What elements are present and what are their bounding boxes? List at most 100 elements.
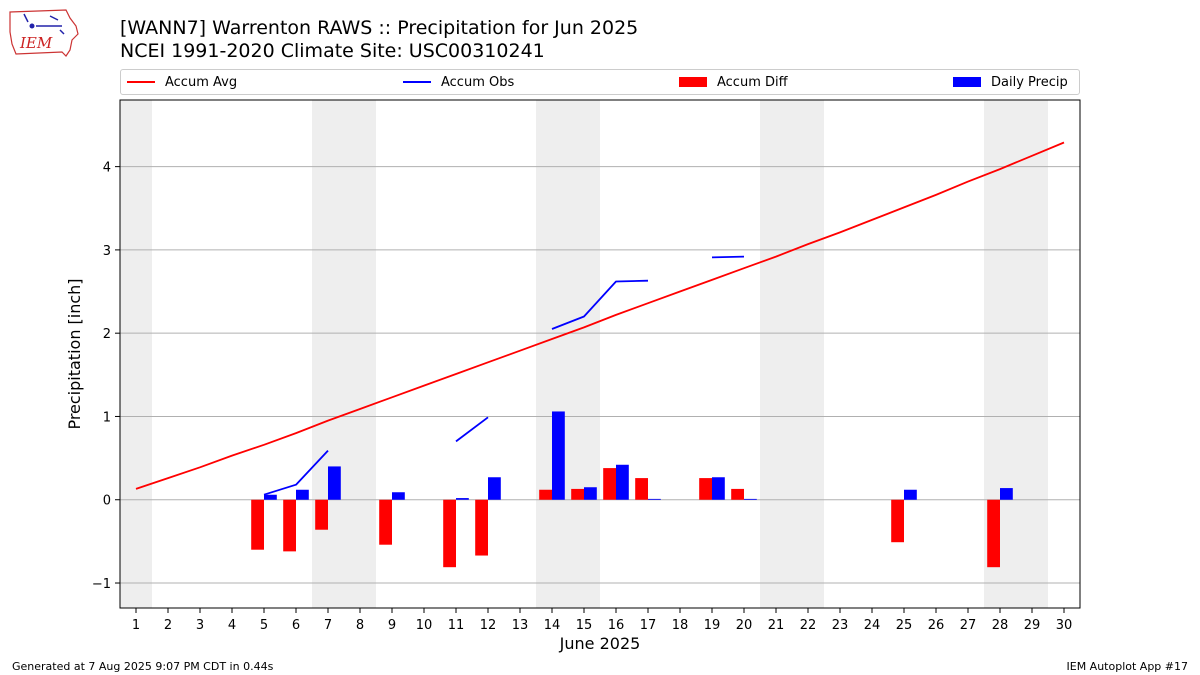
daily-precip-bar xyxy=(712,477,725,500)
x-tick-label: 1 xyxy=(132,618,140,633)
daily-precip-bar xyxy=(264,494,277,500)
legend-swatch-daily-precip xyxy=(953,77,981,87)
x-tick-label: 23 xyxy=(832,618,849,633)
x-tick-label: 2 xyxy=(164,618,172,633)
accum-diff-bar xyxy=(891,499,904,543)
x-tick-label: 24 xyxy=(864,618,881,633)
legend-swatch-accum-diff xyxy=(679,77,707,87)
legend-label-daily-precip: Daily Precip xyxy=(991,74,1068,90)
x-tick-label: 12 xyxy=(480,618,497,633)
chart-subtitle: NCEI 1991-2020 Climate Site: USC00310241 xyxy=(120,40,545,62)
accum-diff-bar xyxy=(379,499,392,545)
daily-precip-bar xyxy=(552,411,565,500)
daily-precip-bar xyxy=(328,466,341,500)
x-tick-label: 5 xyxy=(260,618,268,633)
daily-precip-bar xyxy=(296,489,309,500)
y-tick-label: −1 xyxy=(92,577,111,592)
daily-precip-bar xyxy=(648,498,661,500)
legend-item-accum-diff: Accum Diff xyxy=(679,70,788,94)
x-tick-label: 16 xyxy=(608,618,625,633)
x-tick-label: 19 xyxy=(704,618,721,633)
x-tick-label: 20 xyxy=(736,618,753,633)
daily-precip-bar xyxy=(1000,488,1013,500)
accum-diff-bar xyxy=(731,488,744,500)
legend-swatch-accum-obs xyxy=(403,81,431,83)
x-tick-label: 11 xyxy=(448,618,465,633)
accum-diff-bar xyxy=(699,478,712,500)
x-tick-label: 22 xyxy=(800,618,817,633)
weekend-band xyxy=(312,100,344,608)
y-tick-label: 2 xyxy=(103,327,111,342)
x-tick-label: 8 xyxy=(356,618,364,633)
legend-item-daily-precip: Daily Precip xyxy=(953,70,1068,94)
x-tick-label: 10 xyxy=(416,618,433,633)
weekend-band xyxy=(1016,100,1048,608)
legend-swatch-accum-avg xyxy=(127,81,155,83)
x-tick-label: 17 xyxy=(640,618,657,633)
y-tick-label: 1 xyxy=(103,410,111,425)
iem-logo: IEM xyxy=(9,9,79,57)
legend-label-accum-diff: Accum Diff xyxy=(717,74,788,90)
x-tick-label: 4 xyxy=(228,618,236,633)
accum-diff-bar xyxy=(603,468,616,500)
x-tick-label: 26 xyxy=(928,618,945,633)
x-tick-label: 13 xyxy=(512,618,529,633)
x-tick-label: 30 xyxy=(1056,618,1073,633)
accum-obs-line xyxy=(711,255,745,259)
accum-diff-bar xyxy=(539,489,552,500)
weekend-band xyxy=(760,100,792,608)
weekend-band xyxy=(344,100,376,608)
daily-precip-bar xyxy=(392,492,405,500)
y-tick-label: 4 xyxy=(103,161,111,176)
x-tick-label: 14 xyxy=(544,618,561,633)
x-tick-label: 15 xyxy=(576,618,593,633)
accum-diff-bar xyxy=(315,499,328,530)
accum-diff-bar xyxy=(251,499,264,550)
x-tick-label: 7 xyxy=(324,618,332,633)
weekend-band xyxy=(120,100,152,608)
accum-avg-line xyxy=(135,141,1065,490)
x-tick-label: 6 xyxy=(292,618,300,633)
app-footer: IEM Autoplot App #17 xyxy=(1066,660,1189,673)
accum-obs-line xyxy=(551,279,649,330)
chart-legend: Accum Avg Accum Obs Accum Diff Daily Pre… xyxy=(120,69,1080,95)
y-tick-label: 0 xyxy=(103,494,111,509)
accum-obs-line xyxy=(263,449,329,496)
x-tick-label: 3 xyxy=(196,618,204,633)
accum-diff-bar xyxy=(987,499,1000,568)
chart-title: [WANN7] Warrenton RAWS :: Precipitation … xyxy=(120,17,639,39)
accum-diff-bar xyxy=(475,499,488,556)
weekend-band xyxy=(568,100,600,608)
x-tick-label: 29 xyxy=(1024,618,1041,633)
accum-diff-bar xyxy=(635,478,648,500)
x-tick-label: 28 xyxy=(992,618,1009,633)
legend-label-accum-avg: Accum Avg xyxy=(165,74,238,90)
x-tick-label: 27 xyxy=(960,618,977,633)
y-axis-label: Precipitation [inch] xyxy=(65,278,84,429)
accum-obs-line xyxy=(455,416,489,443)
tower-icon xyxy=(29,23,35,29)
daily-precip-bar xyxy=(904,489,917,500)
daily-precip-bar xyxy=(456,498,469,500)
accum-diff-bar xyxy=(283,499,296,552)
legend-label-accum-obs: Accum Obs xyxy=(441,74,515,90)
x-axis-label: June 2025 xyxy=(559,634,641,653)
weekend-band xyxy=(536,100,568,608)
legend-item-accum-obs: Accum Obs xyxy=(403,70,514,94)
daily-precip-bar xyxy=(616,464,629,500)
accum-diff-bar xyxy=(571,488,584,500)
x-tick-label: 9 xyxy=(388,618,396,633)
plot-frame xyxy=(119,99,1081,609)
daily-precip-bar xyxy=(584,487,597,500)
logo-text: IEM xyxy=(19,34,53,52)
accum-diff-bar xyxy=(443,499,456,568)
daily-precip-bar xyxy=(744,498,757,500)
legend-item-accum-avg: Accum Avg xyxy=(127,70,237,94)
x-tick-label: 21 xyxy=(768,618,785,633)
y-tick-label: 3 xyxy=(103,244,111,259)
weekend-band xyxy=(792,100,824,608)
generated-footer: Generated at 7 Aug 2025 9:07 PM CDT in 0… xyxy=(12,660,274,673)
daily-precip-bar xyxy=(488,477,501,500)
x-tick-label: 25 xyxy=(896,618,913,633)
